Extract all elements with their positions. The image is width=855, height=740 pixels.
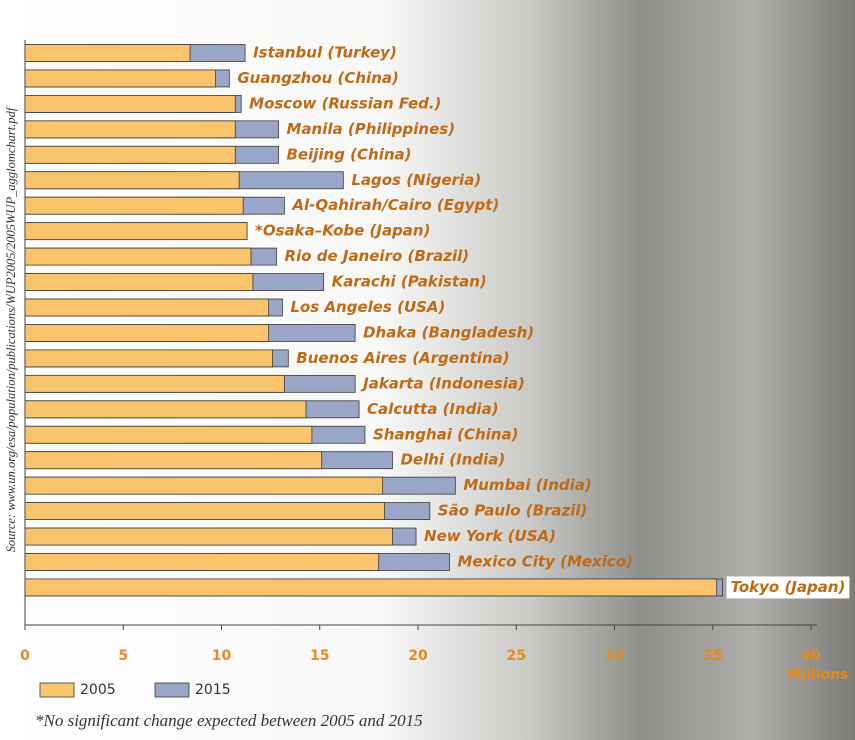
- bar: [25, 503, 385, 520]
- category-label: Mexico City (Mexico): [457, 553, 632, 571]
- legend-swatch: [155, 683, 189, 697]
- bar: [25, 146, 235, 163]
- x-tick-label: 10: [212, 648, 232, 664]
- category-label: Tokyo (Japan): [731, 578, 846, 596]
- bar: [25, 528, 392, 545]
- bar: [25, 477, 383, 494]
- bar: [25, 248, 251, 265]
- x-tick-label: 0: [20, 648, 30, 664]
- x-tick-label: 5: [118, 648, 128, 664]
- category-label: São Paulo (Brazil): [438, 502, 588, 520]
- x-tick-label: 20: [408, 648, 428, 664]
- footnote: *No significant change expected between …: [35, 711, 423, 730]
- category-label: Guangzhou (China): [237, 69, 398, 87]
- bar: [25, 45, 190, 62]
- category-label: Buenos Aires (Argentina): [296, 349, 509, 367]
- category-label: Rio de Janeiro (Brazil): [285, 247, 470, 265]
- chart: Source: www.un.org/esa/population/public…: [0, 0, 855, 740]
- bar: [25, 375, 284, 392]
- category-label: Al-Qahirah/Cairo (Egypt): [291, 196, 499, 214]
- bar: [25, 172, 239, 189]
- bar: [25, 554, 379, 571]
- x-axis-label: Millions: [787, 667, 848, 683]
- x-tick-label: 40: [801, 648, 821, 664]
- bar: [25, 95, 235, 112]
- category-label: Karachi (Pakistan): [332, 273, 487, 291]
- page: Source: www.un.org/esa/population/public…: [0, 0, 855, 740]
- category-label: Istanbul (Turkey): [253, 44, 397, 62]
- bar: [25, 401, 306, 418]
- legend-swatch: [40, 683, 74, 697]
- bar: [25, 350, 273, 367]
- category-label: Beijing (China): [286, 145, 411, 163]
- x-tick-label: 25: [507, 648, 526, 664]
- category-label: Calcutta (India): [367, 400, 499, 418]
- x-tick-label: 15: [310, 648, 329, 664]
- category-label: *Osaka–Kobe (Japan): [255, 222, 430, 240]
- category-label: Moscow (Russian Fed.): [249, 94, 441, 112]
- bar: [25, 223, 247, 240]
- category-label: Delhi (India): [400, 451, 505, 469]
- source: Source: www.un.org/esa/population/public…: [4, 106, 18, 552]
- bar: [25, 299, 269, 316]
- bar: [25, 452, 322, 469]
- bar: [25, 579, 717, 596]
- legend-label: 2005: [80, 682, 116, 698]
- category-label: Jakarta (Indonesia): [360, 374, 525, 392]
- bar: [25, 426, 312, 443]
- category-label: Mumbai (India): [463, 476, 591, 494]
- bar: [25, 197, 243, 214]
- legend-label: 2015: [195, 682, 231, 698]
- category-label: Los Angeles (USA): [290, 298, 445, 316]
- x-tick-label: 30: [605, 648, 625, 664]
- bar: [25, 274, 253, 291]
- bar: [25, 324, 269, 341]
- category-label: New York (USA): [424, 527, 556, 545]
- x-tick-label: 35: [703, 648, 722, 664]
- category-label: Shanghai (China): [373, 425, 519, 443]
- bar: [25, 70, 216, 87]
- bar: [25, 121, 235, 138]
- category-label: Dhaka (Bangladesh): [363, 323, 534, 341]
- category-label: Lagos (Nigeria): [351, 171, 481, 189]
- category-label: Manila (Philippines): [286, 120, 455, 138]
